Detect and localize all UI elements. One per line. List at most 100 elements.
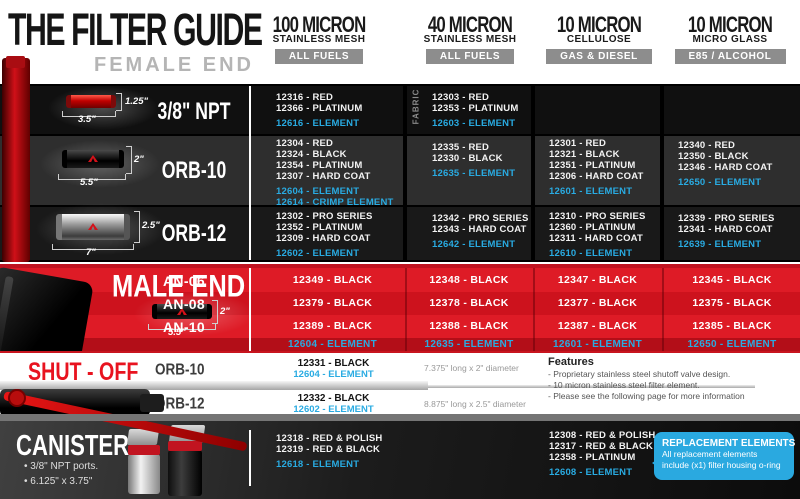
- canister-cap: [168, 441, 202, 451]
- parts-cell: 12310 - PRO SERIES 12360 - PLATINUM 1231…: [549, 211, 646, 259]
- part-number: 12302 - PRO SERIES: [276, 211, 373, 222]
- column-header-10-micron-glass: 10 MICRON MICRO GLASS E85 / ALCOHOL: [666, 12, 794, 64]
- features-title: Features: [548, 356, 594, 368]
- column-media-label: STAINLESS MESH: [272, 34, 366, 45]
- part-number: 12335 - RED: [432, 142, 490, 153]
- element-number: 12602 - ELEMENT: [293, 404, 374, 415]
- canister-cap: [128, 445, 160, 455]
- canister-heading: CANISTER: [16, 430, 130, 462]
- column-divider: [531, 84, 535, 262]
- part-number: 12311 - HARD COAT: [549, 233, 644, 244]
- section-divider-bar: [0, 414, 800, 421]
- dimension-height: 2": [134, 154, 144, 165]
- parts-cell: 12331 - BLACK 12604 - ELEMENT: [262, 358, 405, 380]
- feature-line: - 10 micron stainless steel filter eleme…: [548, 380, 700, 390]
- element-number: 12601 - ELEMENT: [549, 186, 633, 197]
- orb10-filter-photo: [62, 150, 124, 168]
- male-row-an10: [0, 315, 800, 338]
- male-filter-photo: [152, 304, 212, 319]
- part-number: 12306 - HARD COAT: [549, 171, 644, 182]
- element-number: 12639 - ELEMENT: [678, 239, 762, 250]
- column-divider: [662, 268, 664, 351]
- row-label-an10: AN-10: [163, 319, 205, 335]
- canister-table: CANISTER • 3/8" NPT ports. • 6.125" x 3.…: [0, 421, 800, 499]
- column-divider: [403, 84, 407, 262]
- label-column-divider: [249, 430, 251, 486]
- row-label-orb12: ORB-12: [161, 219, 227, 247]
- dimension-text: 8.875" long x 2.5" diameter: [424, 399, 526, 409]
- parts-cell: 12335 - RED 12330 - BLACK 12635 - ELEMEN…: [432, 142, 515, 179]
- valve-pivot: [8, 389, 26, 407]
- dimension-height: 2": [220, 306, 230, 317]
- part-number: 12310 - PRO SERIES: [549, 211, 646, 222]
- fuel-badge: ALL FUELS: [274, 49, 364, 64]
- column-divider: [405, 268, 407, 351]
- aeromotive-logo: [88, 155, 98, 162]
- column-divider: [533, 268, 535, 351]
- header: THE FILTER GUIDE FEMALE END 100 MICRON S…: [0, 0, 800, 84]
- dimension-line: [52, 244, 134, 250]
- column-header-100-micron: 100 MICRON STAINLESS MESH ALL FUELS: [257, 12, 381, 64]
- element-number: 12650 - ELEMENT: [687, 339, 777, 350]
- female-end-table: 1.25" 3.5" 3/8" NPT FABRIC 12316 - RED 1…: [0, 56, 800, 262]
- row-label-orb10: ORB-10: [155, 361, 205, 379]
- element-number: 12604 - ELEMENT: [293, 369, 374, 380]
- filter-cap: [6, 56, 25, 68]
- aeromotive-logo: [88, 223, 98, 230]
- column-micron-label: 100 MICRON: [272, 12, 367, 38]
- red-filter-photo: [2, 56, 30, 262]
- column-header-40-micron: 40 MICRON STAINLESS MESH ALL FUELS: [408, 14, 532, 64]
- part-number: 12379 - BLACK: [292, 297, 373, 309]
- fitting-ridge: [0, 276, 14, 351]
- dimension-length: 5.5": [80, 177, 98, 188]
- column-media-label: STAINLESS MESH: [423, 34, 517, 45]
- element-number: 12604 - ELEMENT: [288, 339, 377, 350]
- part-number: 12330 - BLACK: [432, 153, 503, 164]
- part-number: 12348 - BLACK: [429, 274, 509, 286]
- male-end-heading: MALE END: [112, 269, 246, 304]
- part-number: 12358 - PLATINUM: [549, 452, 636, 463]
- dimension-line: [58, 174, 126, 180]
- part-number: 12352 - PLATINUM: [276, 222, 363, 233]
- part-number: 12331 - BLACK: [297, 358, 370, 369]
- part-number: 12388 - BLACK: [429, 320, 509, 332]
- table-row-npt: 1.25" 3.5" 3/8" NPT FABRIC 12316 - RED 1…: [0, 86, 800, 134]
- photo-glow: [48, 86, 158, 130]
- column-divider: [660, 84, 664, 262]
- part-number: 12339 - PRO SERIES: [678, 213, 775, 224]
- element-number: 12650 - ELEMENT: [678, 177, 762, 188]
- valve-nose: [140, 394, 164, 412]
- replacement-elements-callout: REPLACEMENT ELEMENTS All replacement ele…: [652, 432, 795, 480]
- female-end-heading: FEMALE END: [94, 54, 254, 76]
- parts-cell: 12316 - RED 12366 - PLATINUM 12616 - ELE…: [276, 92, 362, 129]
- element-number: 12602 - ELEMENT: [276, 248, 360, 259]
- part-number: 12347 - BLACK: [557, 274, 638, 286]
- dimension-line: [126, 146, 132, 174]
- callout-tail: [645, 456, 662, 470]
- column-media-label: MICRO GLASS: [692, 34, 768, 45]
- part-number: 12321 - BLACK: [549, 149, 620, 160]
- part-number: 12342 - PRO SERIES: [432, 213, 529, 224]
- part-number: 12332 - BLACK: [297, 393, 370, 404]
- parts-cell: 12304 - RED 12324 - BLACK 12354 - PLATIN…: [276, 138, 394, 208]
- dimension-line: [134, 211, 140, 243]
- dimension-text: 7.375" long x 2" diameter: [424, 363, 519, 373]
- row-label-an08: AN-08: [163, 296, 205, 312]
- label-column-divider: [249, 86, 251, 260]
- parts-cell: 12303 - RED 12353 - PLATINUM 12603 - ELE…: [432, 92, 518, 129]
- column-micron-label: 10 MICRON: [687, 12, 773, 38]
- part-number: 12349 - BLACK: [292, 274, 373, 286]
- part-number: 12366 - PLATINUM: [276, 103, 363, 114]
- page-title: THE FILTER GUIDE: [8, 4, 263, 55]
- part-number: 12319 - RED & BLACK: [276, 444, 381, 455]
- metal-photo-band: [0, 381, 428, 390]
- shutoff-table: SHUT - OFF ORB-10 ORB-12 12331 - BLACK 1…: [0, 351, 800, 452]
- row-label-orb12: ORB-12: [155, 395, 205, 413]
- part-number: 12387 - BLACK: [557, 320, 638, 332]
- part-number: 12318 - RED & POLISH: [276, 433, 383, 444]
- canister-black-photo: [168, 441, 202, 496]
- table-row-orb12: 2.5" 7" ORB-12 12302 - PRO SERIES 12352 …: [0, 203, 800, 260]
- part-number: 12309 - HARD COAT: [276, 233, 371, 244]
- table-row-orb10: 2" 5.5" ORB-10 12304 - RED 12324 - BLACK…: [0, 136, 800, 208]
